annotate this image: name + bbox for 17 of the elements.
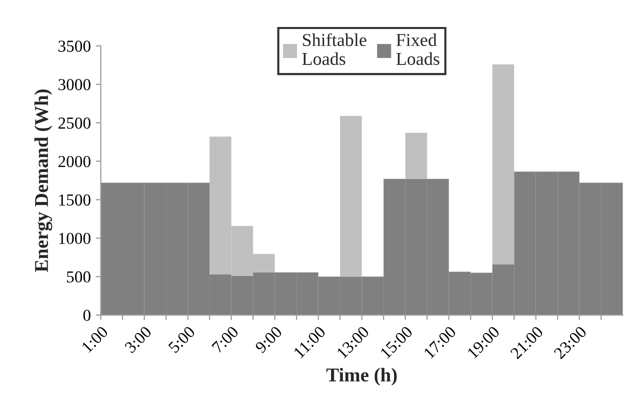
x-tick-label: 9:00 — [254, 326, 283, 354]
y-tick-label: 2000 — [58, 156, 90, 168]
y-tick-label: 1500 — [59, 194, 90, 206]
x-tick-label: 7:00 — [211, 326, 240, 354]
x-tick-label: 5:00 — [168, 326, 196, 354]
x-tick-label: 1:00 — [81, 326, 109, 354]
x-tick-label: 3:00 — [124, 326, 152, 354]
y-tick-label: 3000 — [58, 79, 90, 90]
legend-label: Fixed Loads — [396, 33, 440, 65]
legend-label: Shiftable Loads — [302, 33, 366, 65]
x-axis-title: Time (h) — [326, 368, 397, 386]
y-tick-label: 0 — [83, 310, 90, 322]
y-tick-label: 3500 — [58, 40, 90, 52]
y-tick-label: 1000 — [59, 232, 90, 244]
y-axis-title: Energy Demand (Wh) — [34, 90, 52, 272]
y-tick-label: 500 — [67, 271, 90, 283]
y-tick-label: 2500 — [58, 117, 90, 129]
